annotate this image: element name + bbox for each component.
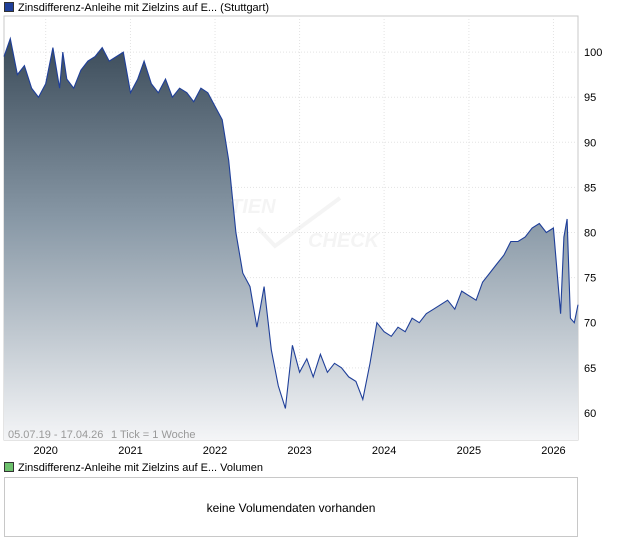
x-tick-label: 2026 bbox=[541, 445, 565, 457]
volume-empty-message: keine Volumendaten vorhanden bbox=[206, 501, 376, 515]
watermark-check-icon bbox=[256, 196, 342, 249]
price-legend-swatch bbox=[4, 2, 14, 12]
y-tick-label: 60 bbox=[584, 408, 596, 420]
watermark-text-2: CHECK bbox=[308, 230, 381, 252]
y-tick-label: 95 bbox=[584, 92, 596, 104]
volume-panel: keine Volumendaten vorhanden bbox=[4, 477, 578, 537]
y-tick-label: 90 bbox=[584, 137, 596, 149]
price-legend-label: Zinsdifferenz-Anleihe mit Zielzins auf E… bbox=[18, 2, 270, 14]
x-tick-label: 2025 bbox=[457, 445, 481, 457]
x-tick-label: 2023 bbox=[287, 445, 311, 457]
volume-legend: Zinsdifferenz-Anleihe mit Zielzins auf E… bbox=[4, 461, 263, 475]
y-tick-label: 75 bbox=[584, 273, 596, 285]
y-tick-label: 65 bbox=[584, 363, 596, 375]
watermark: TIEN CHECK bbox=[230, 196, 381, 252]
volume-legend-swatch bbox=[4, 462, 14, 472]
x-axis: 2020 2021 2022 2023 2024 2025 2026 bbox=[33, 445, 565, 457]
x-tick-label: 2024 bbox=[372, 445, 396, 457]
price-legend: Zinsdifferenz-Anleihe mit Zielzins auf E… bbox=[4, 1, 269, 15]
volume-legend-label: Zinsdifferenz-Anleihe mit Zielzins auf E… bbox=[18, 462, 263, 474]
date-range-text: 05.07.19 - 17.04.26 bbox=[8, 429, 103, 441]
watermark-text-1: TIEN bbox=[230, 196, 276, 218]
tick-info-text: 1 Tick = 1 Woche bbox=[111, 429, 195, 441]
y-tick-label: 85 bbox=[584, 182, 596, 194]
price-area bbox=[4, 38, 578, 440]
x-tick-label: 2022 bbox=[203, 445, 227, 457]
y-tick-label: 70 bbox=[584, 318, 596, 330]
y-axis: 60 65 70 75 80 85 90 95 100 bbox=[584, 47, 602, 420]
y-tick-label: 100 bbox=[584, 47, 602, 59]
x-tick-label: 2020 bbox=[33, 445, 57, 457]
price-line bbox=[3, 36, 579, 409]
x-tick-label: 2021 bbox=[118, 445, 142, 457]
y-tick-label: 80 bbox=[584, 228, 596, 240]
